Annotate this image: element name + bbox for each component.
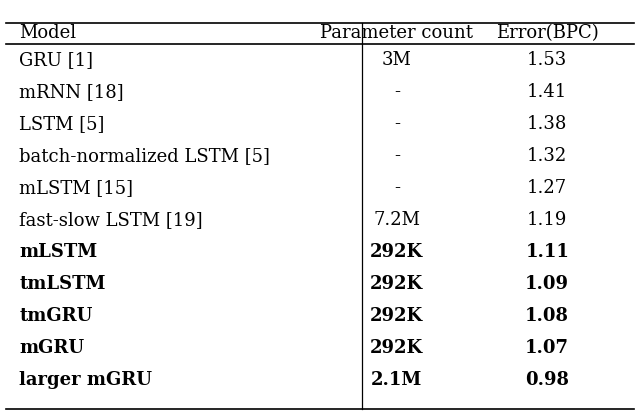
Text: tmGRU: tmGRU (19, 307, 93, 325)
Text: larger mGRU: larger mGRU (19, 371, 152, 389)
Text: batch-normalized LSTM [5]: batch-normalized LSTM [5] (19, 147, 270, 165)
Text: -: - (394, 83, 400, 101)
Text: LSTM [5]: LSTM [5] (19, 115, 104, 133)
Text: -: - (394, 115, 400, 133)
Text: Model: Model (19, 24, 76, 42)
Text: 1.08: 1.08 (525, 307, 569, 325)
Text: fast-slow LSTM [19]: fast-slow LSTM [19] (19, 211, 203, 229)
Text: 1.38: 1.38 (527, 115, 568, 133)
Text: 292K: 292K (370, 243, 424, 261)
Text: -: - (394, 179, 400, 197)
Text: 1.07: 1.07 (525, 339, 569, 357)
Text: 1.19: 1.19 (527, 211, 568, 229)
Text: 1.27: 1.27 (527, 179, 567, 197)
Text: 1.32: 1.32 (527, 147, 567, 165)
Text: 292K: 292K (370, 339, 424, 357)
Text: 292K: 292K (370, 307, 424, 325)
Text: mRNN [18]: mRNN [18] (19, 83, 124, 101)
Text: tmLSTM: tmLSTM (19, 275, 106, 293)
Text: Parameter count: Parameter count (320, 24, 474, 42)
Text: 7.2M: 7.2M (373, 211, 420, 229)
Text: Error(BPC): Error(BPC) (496, 24, 598, 42)
Text: 1.09: 1.09 (525, 275, 569, 293)
Text: 1.41: 1.41 (527, 83, 567, 101)
Text: GRU [1]: GRU [1] (19, 51, 93, 69)
Text: 0.98: 0.98 (525, 371, 569, 389)
Text: -: - (394, 147, 400, 165)
Text: mLSTM: mLSTM (19, 243, 97, 261)
Text: 1.11: 1.11 (525, 243, 569, 261)
Text: 292K: 292K (370, 275, 424, 293)
Text: 1.53: 1.53 (527, 51, 567, 69)
Text: 3M: 3M (382, 51, 412, 69)
Text: 2.1M: 2.1M (371, 371, 422, 389)
Text: mGRU: mGRU (19, 339, 84, 357)
Text: mLSTM [15]: mLSTM [15] (19, 179, 133, 197)
